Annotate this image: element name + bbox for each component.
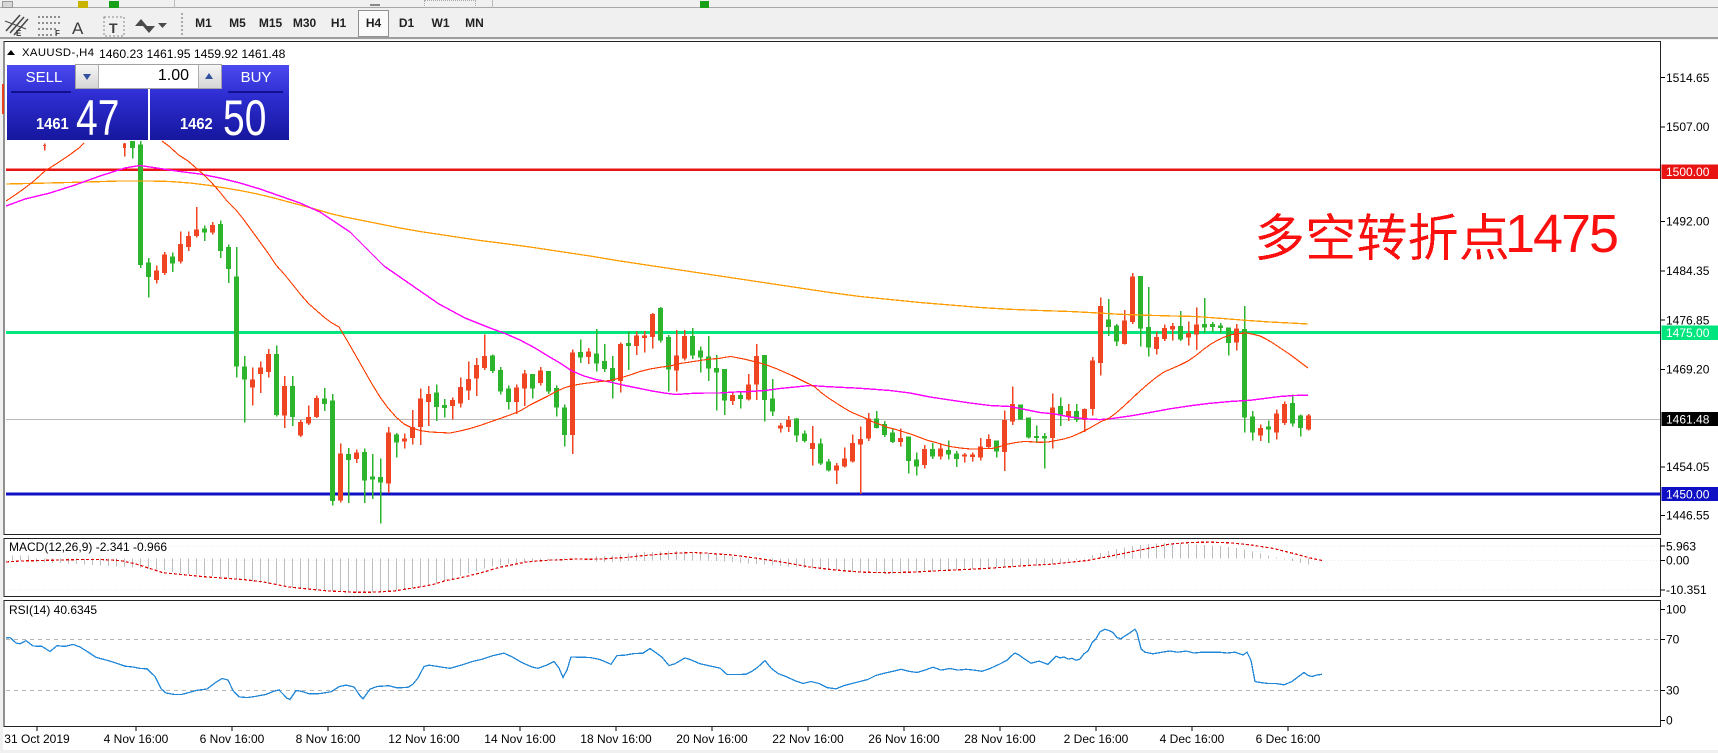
svg-text:-10.351: -10.351 bbox=[1666, 583, 1707, 597]
svg-text:RSI(14) 40.6345: RSI(14) 40.6345 bbox=[9, 603, 97, 617]
svg-text:1492.00: 1492.00 bbox=[1666, 215, 1710, 229]
svg-text:0.00: 0.00 bbox=[1666, 554, 1690, 568]
svg-text:20 Nov 16:00: 20 Nov 16:00 bbox=[676, 732, 748, 746]
svg-text:0: 0 bbox=[1666, 714, 1673, 728]
svg-text:18 Nov 16:00: 18 Nov 16:00 bbox=[580, 732, 652, 746]
svg-text:E: E bbox=[16, 29, 22, 38]
svg-text:1514.65: 1514.65 bbox=[1666, 71, 1710, 85]
svg-text:MACD(12,26,9) -2.341 -0.966: MACD(12,26,9) -2.341 -0.966 bbox=[9, 540, 167, 554]
svg-text:8 Nov 16:00: 8 Nov 16:00 bbox=[296, 732, 361, 746]
svg-text:1461.48: 1461.48 bbox=[1666, 412, 1710, 426]
svg-text:1500.00: 1500.00 bbox=[1666, 165, 1710, 179]
svg-text:6 Dec 16:00: 6 Dec 16:00 bbox=[1256, 732, 1321, 746]
svg-text:4 Dec 16:00: 4 Dec 16:00 bbox=[1160, 732, 1225, 746]
svg-text:1469.20: 1469.20 bbox=[1666, 363, 1710, 377]
svg-text:A: A bbox=[72, 19, 84, 38]
svg-text:1475.00: 1475.00 bbox=[1666, 326, 1710, 340]
svg-text:1484.35: 1484.35 bbox=[1666, 264, 1710, 278]
svg-text:1475: 1475 bbox=[1505, 204, 1619, 264]
svg-text:100: 100 bbox=[1666, 603, 1686, 617]
svg-text:4 Nov 16:00: 4 Nov 16:00 bbox=[104, 732, 169, 746]
svg-text:1454.05: 1454.05 bbox=[1666, 460, 1710, 474]
svg-text:31 Oct 2019: 31 Oct 2019 bbox=[4, 732, 70, 746]
svg-text:1507.00: 1507.00 bbox=[1666, 120, 1710, 134]
svg-text:1450.00: 1450.00 bbox=[1666, 487, 1710, 501]
svg-text:70: 70 bbox=[1666, 633, 1680, 647]
svg-text:30: 30 bbox=[1666, 684, 1680, 698]
svg-text:14 Nov 16:00: 14 Nov 16:00 bbox=[484, 732, 556, 746]
svg-text:12 Nov 16:00: 12 Nov 16:00 bbox=[388, 732, 460, 746]
svg-text:28 Nov 16:00: 28 Nov 16:00 bbox=[964, 732, 1036, 746]
svg-text:26 Nov 16:00: 26 Nov 16:00 bbox=[868, 732, 940, 746]
svg-text:1476.85: 1476.85 bbox=[1666, 313, 1710, 327]
svg-text:T: T bbox=[109, 20, 118, 36]
svg-text:5.963: 5.963 bbox=[1666, 539, 1696, 553]
svg-text:F: F bbox=[55, 29, 60, 38]
svg-text:2 Dec 16:00: 2 Dec 16:00 bbox=[1064, 732, 1129, 746]
svg-text:22 Nov 16:00: 22 Nov 16:00 bbox=[772, 732, 844, 746]
svg-text:1446.55: 1446.55 bbox=[1666, 509, 1710, 523]
svg-text:6 Nov 16:00: 6 Nov 16:00 bbox=[200, 732, 265, 746]
